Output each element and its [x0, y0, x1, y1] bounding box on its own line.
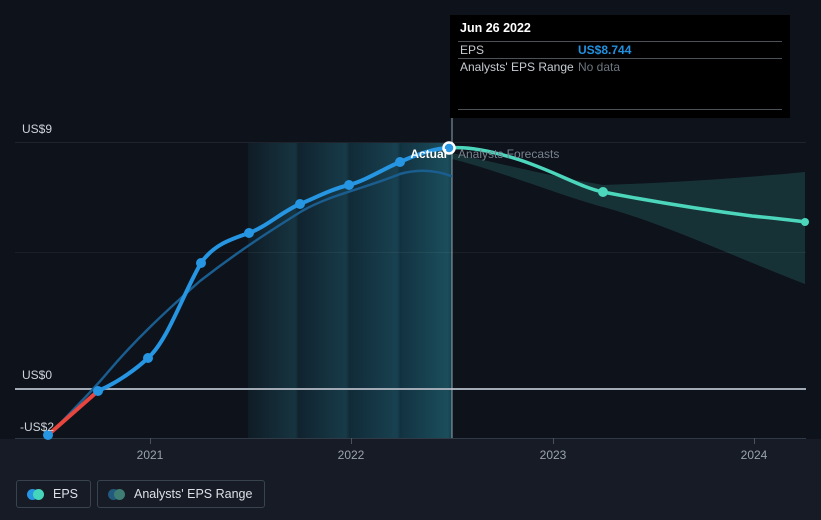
- tooltip-range-value: No data: [578, 60, 621, 74]
- eps-actual-line: [96, 146, 451, 393]
- legend: EPS Analysts' EPS Range: [16, 480, 266, 508]
- gridline-us0: [15, 388, 806, 390]
- eps-data-point[interactable]: [395, 157, 405, 167]
- analysts-range-area: [452, 153, 805, 284]
- x-tick-2022: [351, 438, 352, 444]
- x-axis-line: [15, 438, 806, 439]
- eps-data-point[interactable]: [143, 353, 153, 363]
- y-label-us0: US$0: [22, 368, 53, 382]
- tooltip-range-label: Analysts' EPS Range: [460, 60, 574, 74]
- tooltip-date: Jun 26 2022: [460, 21, 531, 35]
- eps-trend-line: [46, 169, 453, 439]
- x-label-2021: 2021: [136, 448, 164, 462]
- tooltip-divider: [458, 58, 782, 59]
- forecast-data-point[interactable]: [801, 218, 809, 226]
- gridline-mid: [15, 252, 806, 253]
- eps-negative-segment: [46, 389, 100, 437]
- x-label-2024: 2024: [740, 448, 768, 462]
- eps-data-point[interactable]: [93, 386, 103, 396]
- x-tick-2021: [150, 438, 151, 444]
- axis-panel: [0, 439, 821, 520]
- actual-label: Actual: [410, 147, 447, 161]
- highlighted-data-point[interactable]: [442, 141, 456, 155]
- legend-chip-eps[interactable]: EPS: [16, 480, 92, 508]
- analysts-forecasts-label: Analysts Forecasts: [458, 147, 560, 161]
- x-tick-2024: [754, 438, 755, 444]
- y-label-us9: US$9: [22, 122, 53, 136]
- forecast-data-point[interactable]: [598, 187, 608, 197]
- tooltip-divider: [458, 109, 782, 110]
- tooltip-range-row: Analysts' EPS Range No data: [450, 59, 790, 75]
- range-series-icon: [108, 488, 126, 500]
- tooltip-divider: [458, 41, 782, 42]
- eps-data-point[interactable]: [244, 228, 254, 238]
- tooltip-eps-row: EPS US$8.744: [450, 42, 790, 58]
- tooltip: Jun 26 2022 EPS US$8.744 Analysts' EPS R…: [450, 15, 790, 118]
- tooltip-eps-label: EPS: [460, 43, 485, 57]
- legend-range-label: Analysts' EPS Range: [134, 487, 253, 501]
- eps-data-point[interactable]: [196, 258, 206, 268]
- gridline-us9: [15, 142, 806, 143]
- x-label-2023: 2023: [539, 448, 567, 462]
- y-label-neg-us2: -US$2: [20, 420, 55, 434]
- eps-data-point[interactable]: [43, 430, 53, 440]
- x-tick-2023: [553, 438, 554, 444]
- tooltip-eps-value: US$8.744: [578, 43, 632, 57]
- x-label-2022: 2022: [337, 448, 365, 462]
- eps-data-point[interactable]: [344, 180, 354, 190]
- legend-eps-label: EPS: [53, 487, 79, 501]
- crosshair-divider: [451, 115, 453, 438]
- legend-chip-analysts-eps-range[interactable]: Analysts' EPS Range: [97, 480, 266, 508]
- eps-data-point[interactable]: [295, 199, 305, 209]
- eps-series-icon: [27, 488, 44, 500]
